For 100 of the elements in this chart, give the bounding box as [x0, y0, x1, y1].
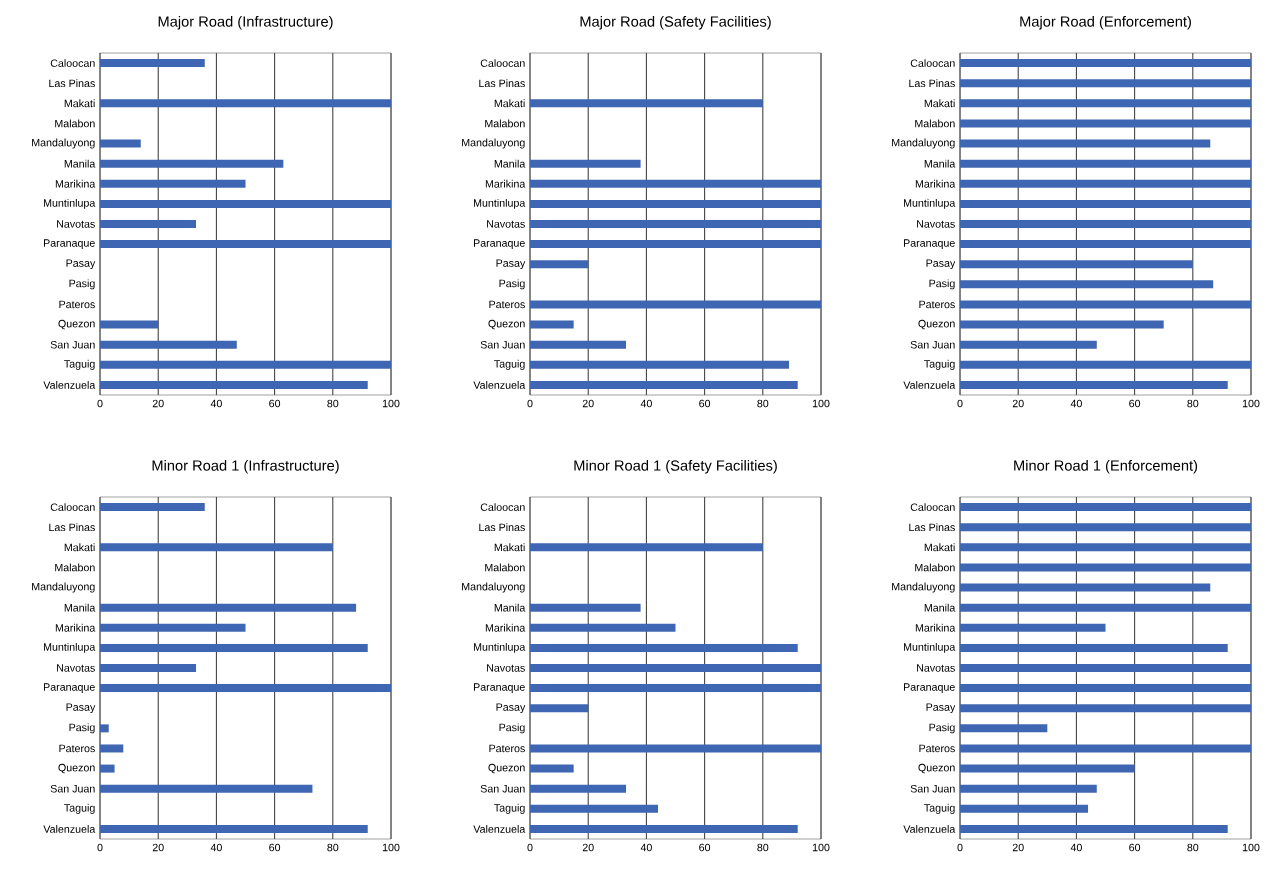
y-tick-label: Quezon	[488, 763, 525, 774]
bar	[960, 300, 1252, 309]
bar	[530, 340, 627, 349]
bar	[960, 220, 1252, 228]
y-tick-label: Las Pinas	[49, 523, 95, 532]
bar	[960, 603, 1252, 612]
y-tick-label: Quezon	[918, 763, 955, 774]
y-tick-label: Navotas	[57, 664, 95, 672]
y-tick-label: Pateros	[489, 300, 525, 309]
y-tick-label: Muntinlupa	[473, 198, 526, 209]
bar	[960, 523, 1252, 532]
bar	[960, 99, 1252, 108]
y-tick-label: Muntinlupa	[44, 198, 96, 209]
y-tick-label: Muntinlupa	[44, 642, 96, 653]
y-tick-label: Mandaluyong	[892, 582, 955, 593]
y-tick-label: Taguig	[494, 803, 525, 814]
x-tick-label: 0	[957, 843, 963, 852]
x-tick-label: 100	[1242, 843, 1260, 852]
x-tick-label: 40	[1070, 399, 1082, 408]
y-tick-label: Makati	[64, 543, 95, 552]
x-tick-label: 100	[1242, 399, 1260, 408]
x-tick-label: 0	[527, 843, 533, 852]
bar	[100, 784, 313, 793]
y-tick-label: San Juan	[910, 340, 955, 349]
bar	[530, 320, 574, 329]
bar	[100, 684, 392, 693]
y-tick-label: San Juan	[910, 784, 955, 793]
y-tick-label: Las Pinas	[909, 523, 955, 532]
chart-title: Minor Road 1 (Infrastructure)	[152, 459, 339, 474]
y-tick-label: Caloocan	[480, 503, 525, 511]
x-tick-label: 60	[699, 399, 711, 408]
x-tick-label: 20	[1012, 843, 1024, 852]
bar	[530, 643, 798, 652]
y-tick-label: Taguig	[924, 359, 955, 370]
bar	[960, 563, 1252, 572]
bar	[530, 380, 798, 389]
x-tick-label: 60	[269, 843, 281, 852]
bar	[530, 99, 763, 108]
y-tick-label: Pasay	[66, 259, 96, 270]
bar	[100, 744, 124, 753]
y-tick-label: Paranaque	[473, 683, 525, 693]
bar	[960, 79, 1252, 88]
bar	[960, 684, 1252, 693]
y-tick-label: Marikina	[485, 179, 526, 188]
y-tick-label: Las Pinas	[479, 79, 525, 88]
y-tick-label: Taguig	[64, 803, 95, 814]
x-tick-label: 60	[1129, 843, 1141, 852]
y-tick-label: Pasig	[69, 723, 95, 734]
bar	[100, 724, 109, 733]
chart-title: Minor Road 1 (Safety Facilities)	[574, 459, 777, 474]
y-tick-label: Valenzuela	[473, 825, 526, 833]
y-tick-label: Makati	[494, 99, 525, 108]
y-tick-label: Mandaluyong	[892, 138, 955, 149]
bar	[530, 220, 822, 228]
y-tick-label: Manila	[64, 159, 96, 168]
y-tick-label: Navotas	[917, 664, 955, 672]
y-tick-label: Valenzuela	[473, 381, 526, 389]
bar	[530, 360, 789, 369]
x-tick-label: 80	[757, 843, 769, 852]
y-tick-label: Pateros	[919, 300, 955, 309]
chart-title: Major Road (Enforcement)	[1020, 15, 1191, 30]
y-tick-label: Pateros	[59, 300, 95, 309]
bar	[100, 199, 392, 208]
bar	[100, 764, 115, 773]
y-tick-label: Taguig	[494, 359, 525, 370]
bar	[960, 503, 1252, 512]
bar	[100, 824, 368, 833]
bar	[530, 784, 627, 793]
y-tick-label: San Juan	[480, 340, 525, 349]
bar	[530, 179, 822, 188]
bar	[530, 704, 589, 713]
bar	[960, 543, 1252, 552]
x-tick-label: 40	[1070, 843, 1082, 852]
bar	[100, 59, 205, 68]
bar	[960, 764, 1135, 773]
chart-title: Major Road (Infrastructure)	[158, 15, 333, 30]
bar	[530, 764, 574, 773]
y-tick-label: Manila	[494, 603, 526, 612]
y-tick-label: Taguig	[64, 359, 95, 370]
y-tick-label: Pasay	[926, 259, 956, 270]
y-tick-label: Manila	[924, 159, 956, 168]
bar	[960, 199, 1252, 208]
bar	[100, 220, 197, 228]
y-tick-label: Valenzuela	[903, 381, 956, 389]
y-tick-label: Las Pinas	[49, 79, 95, 88]
bar	[100, 503, 205, 512]
x-tick-label: 20	[152, 843, 164, 852]
x-tick-label: 100	[382, 843, 400, 852]
bar	[960, 583, 1211, 592]
bar	[100, 664, 197, 672]
x-tick-label: 40	[640, 843, 652, 852]
y-tick-label: Marikina	[485, 623, 526, 632]
y-tick-label: Makati	[924, 99, 955, 108]
y-tick-label: Malabon	[485, 119, 525, 128]
x-tick-label: 60	[1129, 399, 1141, 408]
y-tick-label: Pasay	[496, 703, 526, 714]
y-tick-label: Marikina	[55, 179, 96, 188]
bar	[530, 199, 822, 208]
y-tick-label: Navotas	[487, 664, 525, 672]
x-tick-label: 100	[382, 399, 400, 408]
